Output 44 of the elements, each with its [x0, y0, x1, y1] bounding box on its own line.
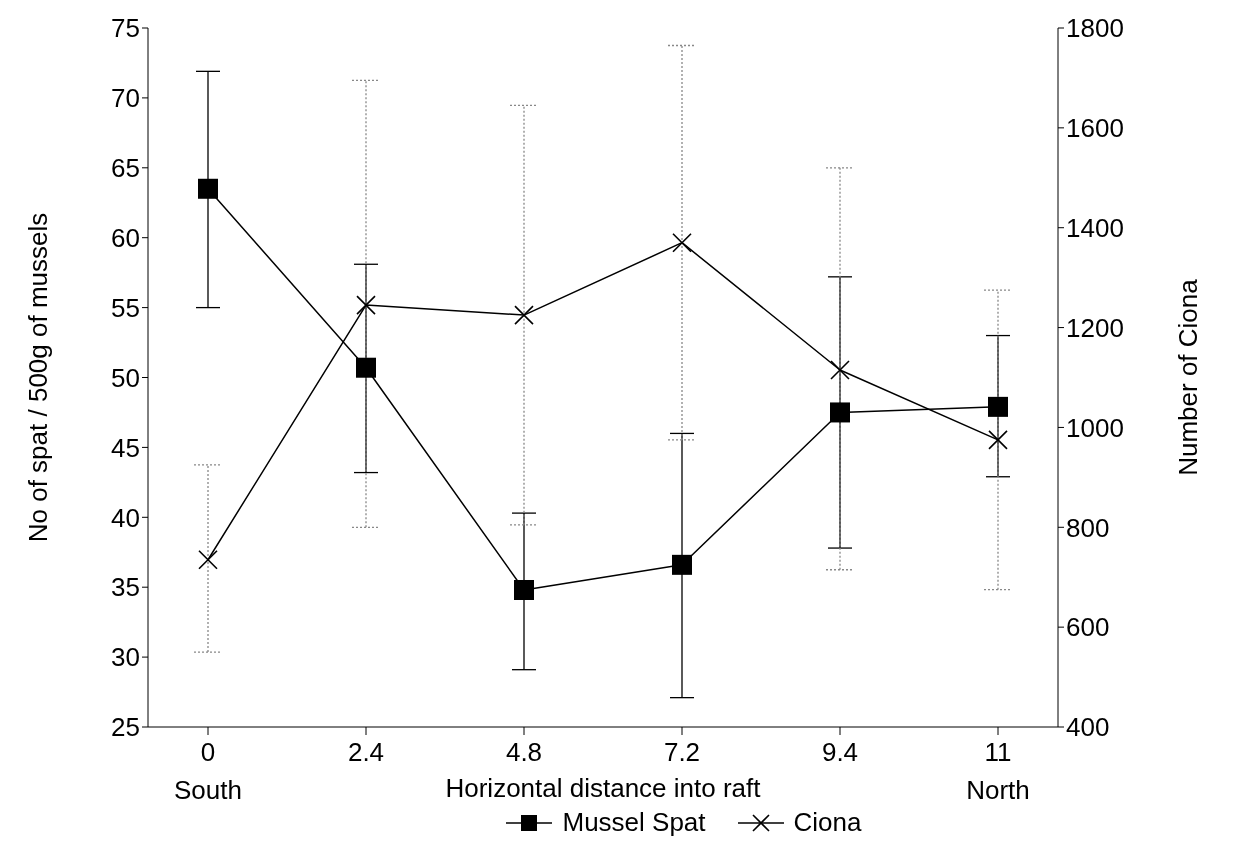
- point: [514, 580, 534, 600]
- y-tick-label: 55: [111, 292, 140, 323]
- y2-tick-label: 1600: [1066, 113, 1124, 144]
- point: [988, 430, 1008, 450]
- legend-label: Ciona: [793, 807, 862, 838]
- legend-label: Mussel Spat: [562, 807, 706, 838]
- y-tick-label: 65: [111, 153, 140, 184]
- point: [356, 357, 376, 378]
- y-axis-title: No of spat / 500g of mussels: [23, 212, 54, 543]
- point: [198, 178, 218, 199]
- y2-tick-label: 1000: [1066, 412, 1124, 443]
- y-tick-label: 75: [111, 13, 140, 44]
- y-tick-label: 70: [111, 83, 140, 114]
- y-tick-label: 45: [111, 432, 140, 463]
- y-tick-label: 30: [111, 642, 140, 673]
- x-tick-label: 7.2: [663, 737, 701, 767]
- x-axis-title: Horizontal distance into raft: [445, 773, 762, 803]
- y-tick-label: 40: [111, 502, 140, 533]
- point: [830, 360, 850, 380]
- y2-tick-label: 400: [1066, 712, 1110, 743]
- y2-tick-label: 600: [1066, 612, 1110, 643]
- y-tick-label: 25: [111, 712, 140, 743]
- y2-tick-label: 1800: [1066, 13, 1124, 44]
- y-tick-label: 35: [111, 572, 140, 603]
- y-tick-label: 50: [111, 362, 140, 393]
- point: [198, 549, 218, 570]
- text: North: [966, 775, 1030, 805]
- x-tick-label: 0: [200, 737, 216, 767]
- point: [830, 402, 850, 423]
- text: South: [174, 775, 242, 805]
- point: [988, 396, 1008, 417]
- x-tick-label: 2.4: [347, 737, 385, 767]
- x-tick-label: 9.4: [821, 737, 859, 767]
- point: [356, 295, 376, 315]
- point: [514, 305, 534, 325]
- y-tick-label: 60: [111, 222, 140, 253]
- y2-axis-title: Number of Ciona: [1173, 278, 1204, 476]
- y2-tick-label: 1400: [1066, 212, 1124, 243]
- y2-tick-label: 1200: [1066, 312, 1124, 343]
- x-tick-label: 11: [984, 737, 1012, 767]
- x-tick-label: 4.8: [505, 737, 543, 767]
- point: [672, 232, 692, 253]
- point: [672, 554, 692, 575]
- y2-tick-label: 800: [1066, 512, 1110, 543]
